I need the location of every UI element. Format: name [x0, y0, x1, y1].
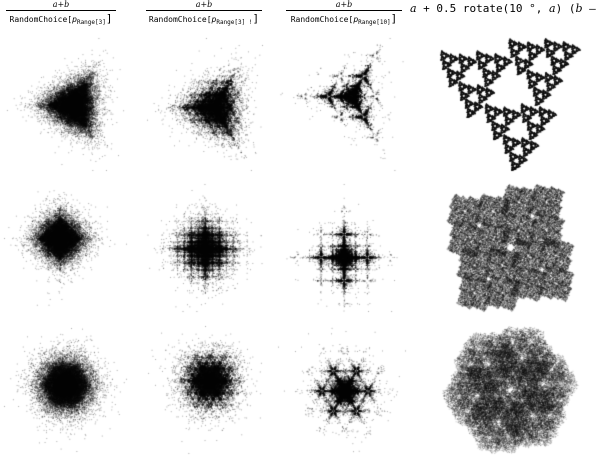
- fraction-bar: [6, 10, 116, 11]
- rotation-formula: a + 0.5 rotate(10 °, a) (b – a): [410, 2, 596, 15]
- fractal-square-factorial: [137, 180, 272, 315]
- numerator: a+b: [195, 0, 213, 9]
- fractal-triangle-rotated: [430, 34, 590, 174]
- fractal-triangle-range10: [274, 34, 409, 174]
- fractal-hexagon-factorial: [137, 322, 272, 457]
- fractal-triangle-factorial: [137, 34, 272, 174]
- column-header-1: a+b RandomChoice[pRange[3]]: [2, 0, 120, 32]
- fractal-square-range10: [274, 180, 409, 315]
- fractal-square-range3: [0, 180, 130, 315]
- denominator: RandomChoice[pRange[10]]: [290, 12, 398, 27]
- column-header-2: a+b RandomChoice[pRange[3] !]: [142, 0, 266, 32]
- fraction-bar: [146, 10, 262, 11]
- numerator: a+b: [52, 0, 70, 9]
- denominator: RandomChoice[pRange[3]]: [9, 12, 113, 27]
- fractal-square-rotated: [430, 180, 590, 315]
- denominator: RandomChoice[pRange[3] !]: [148, 12, 260, 27]
- fractal-triangle-range3: [0, 34, 130, 174]
- fractal-hexagon-range3: [0, 322, 130, 457]
- numerator: a+b: [335, 0, 353, 9]
- column-header-3: a+b RandomChoice[pRange[10]]: [282, 0, 406, 32]
- fractal-hexagon-rotated: [430, 322, 590, 457]
- fraction-bar: [286, 10, 402, 11]
- fractal-hexagon-range10: [274, 322, 409, 457]
